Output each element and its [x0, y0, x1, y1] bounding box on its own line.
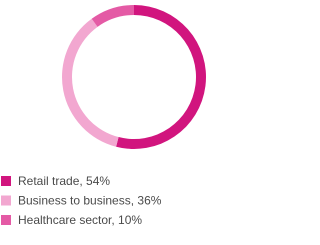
chart: Retail trade, 54% Business to business, 3… [1, 5, 206, 227]
pie-slice [91, 5, 134, 27]
pie-slice [116, 5, 206, 149]
legend-swatch [1, 215, 11, 225]
legend-swatch [1, 176, 11, 186]
legend-label: Healthcare sector, 10% [18, 213, 142, 227]
pie-slice [61, 18, 119, 147]
legend-label: Business to business, 36% [18, 194, 162, 208]
legend-label: Retail trade, 54% [18, 174, 110, 188]
legend-swatch [1, 195, 11, 206]
